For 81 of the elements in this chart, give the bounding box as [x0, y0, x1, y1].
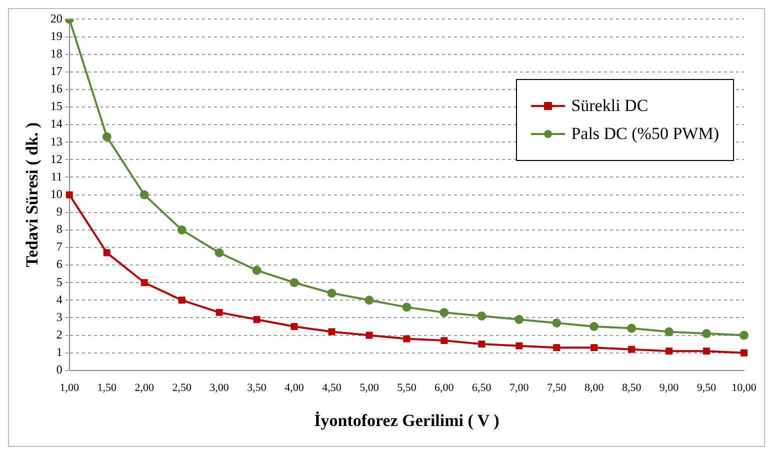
y-tick-label: 5: [56, 274, 62, 289]
point: [516, 342, 523, 350]
x-tick-label: 10,00: [732, 382, 757, 394]
point: [66, 191, 73, 198]
y-tick-label: 6: [56, 257, 62, 272]
y-tick-label: 11: [50, 169, 62, 184]
point: [103, 249, 110, 256]
y-tick-label: 9: [56, 204, 62, 219]
x-tick-label: 4,50: [322, 382, 342, 394]
y-tick-label: 14: [50, 116, 62, 131]
point: [102, 132, 112, 142]
x-tick-label: 4,00: [284, 382, 304, 394]
point: [216, 308, 223, 316]
y-tick-label: 19: [50, 28, 62, 43]
point: [440, 337, 448, 344]
point: [740, 330, 748, 340]
point: [214, 248, 224, 258]
point: [290, 278, 299, 288]
x-tick-label: 2,00: [134, 382, 154, 394]
point: [552, 318, 562, 328]
point: [740, 349, 748, 356]
x-tick-label: 2,50: [172, 382, 192, 394]
legend-label: Sürekli DC: [571, 96, 648, 116]
point: [402, 302, 412, 312]
point: [702, 329, 712, 338]
point: [328, 328, 336, 336]
x-tick-label: 8,50: [622, 382, 642, 394]
point: [553, 344, 560, 352]
x-tick-label: 3,50: [247, 382, 267, 394]
point: [364, 296, 374, 305]
point: [514, 314, 524, 324]
x-tick-label: 6,50: [472, 382, 492, 394]
y-tick-label: 2: [56, 327, 62, 342]
point: [440, 308, 449, 317]
point: [403, 335, 410, 342]
point: [327, 288, 336, 298]
y-tick-label: 20: [50, 11, 62, 26]
point: [290, 323, 298, 330]
point: [627, 324, 636, 333]
y-tick-label: 3: [56, 310, 62, 324]
y-tick-label: 18: [50, 46, 62, 60]
x-tick-label: 9,00: [659, 382, 680, 394]
point: [366, 332, 373, 339]
y-tick-label: 4: [56, 292, 62, 306]
x-tick-label: 5,00: [360, 382, 380, 394]
point: [253, 316, 260, 323]
point: [140, 190, 149, 200]
y-tick-label: 15: [50, 99, 62, 114]
y-tick-label: 16: [50, 82, 62, 96]
x-tick-label: 9,50: [696, 382, 717, 394]
point: [664, 327, 674, 336]
point: [628, 346, 636, 353]
x-tick-label: 1,50: [97, 382, 118, 394]
y-tick-label: 17: [50, 64, 62, 78]
point: [590, 322, 599, 331]
y-tick-label: 10: [50, 186, 62, 201]
y-tick-label: 12: [50, 152, 62, 166]
point: [252, 266, 262, 275]
point: [666, 348, 673, 355]
x-tick-label: 5,50: [397, 382, 417, 394]
point: [478, 340, 486, 348]
x-tick-label: 8,00: [584, 382, 604, 394]
y-axis-title: Tedavi Süresi ( dk. ): [22, 122, 42, 268]
y-tick-label: 13: [50, 134, 62, 148]
legend-label: Pals DC (%50 PWM): [571, 124, 719, 144]
point: [477, 311, 486, 320]
point: [178, 296, 186, 304]
y-tick-label: 1: [56, 344, 62, 359]
x-axis-title: İyontoforez Gerilimi ( V ): [314, 411, 500, 430]
y-tick-label: 7: [56, 240, 62, 254]
x-tick-label: 1,00: [60, 382, 80, 394]
point: [703, 348, 710, 355]
x-tick-label: 7,00: [510, 382, 530, 394]
x-tick-label: 6,00: [434, 382, 454, 394]
point: [590, 344, 598, 352]
point: [140, 279, 148, 286]
x-tick-label: 7,50: [546, 382, 567, 394]
y-tick-label: 0: [56, 362, 62, 377]
y-tick-label: 8: [56, 222, 62, 236]
x-tick-label: 3,00: [210, 382, 230, 394]
point: [177, 225, 186, 234]
